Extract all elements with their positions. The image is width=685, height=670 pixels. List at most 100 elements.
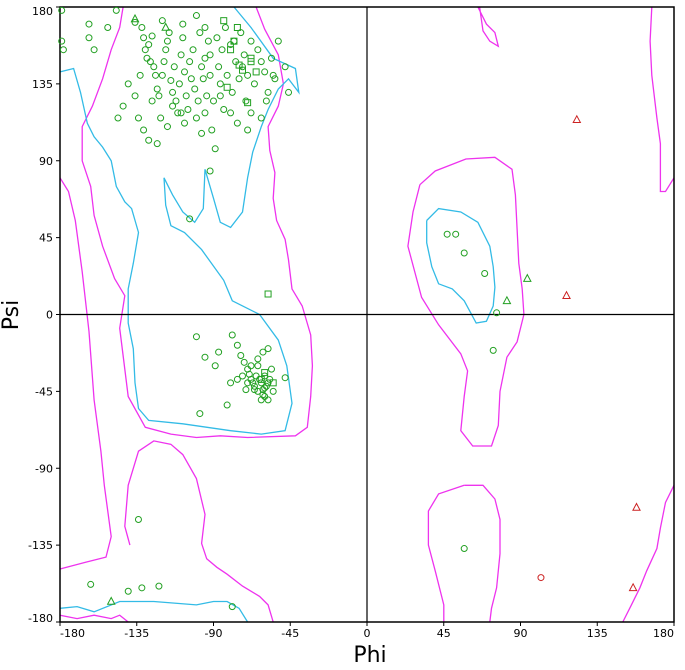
data-point-circle xyxy=(158,17,166,25)
y-tick-label: -135 xyxy=(28,539,53,552)
data-point-circle xyxy=(493,309,501,317)
data-point-circle xyxy=(262,97,270,105)
data-point-square xyxy=(244,99,252,107)
data-point-circle xyxy=(244,126,252,134)
data-point-circle xyxy=(281,63,289,71)
favored-contour-0 xyxy=(59,6,300,435)
data-point-square xyxy=(269,379,277,387)
y-tick-label: 90 xyxy=(39,155,53,168)
data-point-circle xyxy=(148,32,156,40)
data-point-circle xyxy=(112,6,120,14)
contour-layer xyxy=(59,6,675,623)
data-point-circle xyxy=(59,46,67,54)
data-point-circle xyxy=(192,114,200,122)
data-point-circle xyxy=(146,58,154,66)
data-point-circle xyxy=(184,106,192,113)
data-point-circle xyxy=(227,379,235,387)
x-tick-label: 0 xyxy=(364,627,371,640)
data-point-circle xyxy=(215,348,223,356)
allowed-contour-0 xyxy=(59,177,112,570)
y-tick-label: 135 xyxy=(32,78,53,91)
data-point-triangle xyxy=(522,273,532,282)
data-point-circle xyxy=(254,387,262,395)
data-point-circle xyxy=(148,97,156,105)
x-tick-label: -90 xyxy=(205,627,223,640)
data-point-circle xyxy=(247,37,255,45)
data-point-circle xyxy=(186,58,194,66)
y-tick-label: -180 xyxy=(28,612,53,625)
data-point-circle xyxy=(189,46,197,54)
data-point-circle xyxy=(131,18,139,26)
data-point-circle xyxy=(87,580,95,588)
data-point-square xyxy=(261,369,269,377)
data-point-triangle xyxy=(628,582,638,592)
data-point-circle xyxy=(134,516,142,523)
allowed-contour-8 xyxy=(649,6,675,193)
x-tick-label: 90 xyxy=(514,627,528,640)
axes-layer xyxy=(59,6,675,623)
data-point-circle xyxy=(261,68,269,76)
data-point-circle xyxy=(216,92,224,100)
data-point-circle xyxy=(177,109,185,117)
data-point-circle xyxy=(155,92,163,100)
data-point-circle xyxy=(140,34,148,42)
data-point-circle xyxy=(163,123,171,131)
data-point-triangle xyxy=(106,596,116,605)
data-point-circle xyxy=(262,382,270,390)
data-point-circle xyxy=(238,372,246,380)
data-point-circle xyxy=(227,109,235,117)
data-point-circle xyxy=(269,71,277,79)
data-point-square xyxy=(252,68,260,76)
data-point-square xyxy=(264,290,272,298)
data-point-circle xyxy=(221,24,229,31)
data-point-circle xyxy=(136,71,144,79)
data-point-circle xyxy=(85,20,93,28)
data-point-circle xyxy=(138,24,146,31)
data-point-circle xyxy=(169,88,177,96)
data-point-circle xyxy=(254,362,262,370)
data-point-circle xyxy=(160,58,168,66)
data-point-circle xyxy=(237,352,245,359)
data-point-circle xyxy=(203,92,211,100)
allowed-contour-1 xyxy=(59,614,129,623)
data-point-triangle xyxy=(562,290,571,299)
data-point-circle xyxy=(267,365,275,373)
data-point-circle xyxy=(211,362,219,370)
data-point-circle xyxy=(211,145,219,153)
data-point-square xyxy=(230,37,238,45)
data-point-circle xyxy=(228,88,236,96)
allowed-contour-9 xyxy=(622,485,675,623)
x-tick-label: 135 xyxy=(587,627,608,640)
data-point-circle xyxy=(220,106,228,113)
data-point-circle xyxy=(182,92,190,100)
data-point-circle xyxy=(240,51,248,59)
data-point-circle xyxy=(235,75,243,83)
data-point-circle xyxy=(187,75,195,83)
data-point-triangle xyxy=(161,22,171,31)
favored-contour-2 xyxy=(426,207,496,324)
data-point-circle xyxy=(233,119,241,127)
data-point-circle xyxy=(250,386,258,394)
data-point-circle xyxy=(250,382,258,390)
data-point-circle xyxy=(537,574,545,582)
favored-contour-1 xyxy=(59,600,249,623)
data-point-circle xyxy=(131,92,139,100)
data-point-circle xyxy=(177,51,185,59)
data-point-circle xyxy=(208,126,216,134)
data-point-circle xyxy=(257,58,265,66)
data-point-circle xyxy=(150,63,158,71)
data-point-circle xyxy=(254,46,262,54)
y-tick-label: -90 xyxy=(35,462,53,475)
x-tick-label: 180 xyxy=(653,627,674,640)
data-point-circle xyxy=(233,341,241,349)
x-tick-label: 45 xyxy=(437,627,451,640)
data-point-circle xyxy=(460,545,468,553)
data-point-circle xyxy=(201,353,209,361)
data-point-circle xyxy=(158,71,166,79)
data-point-circle xyxy=(174,109,182,117)
data-point-circle xyxy=(157,114,165,122)
data-point-circle xyxy=(179,34,187,42)
data-point-circle xyxy=(167,76,175,84)
data-point-circle xyxy=(196,29,204,37)
